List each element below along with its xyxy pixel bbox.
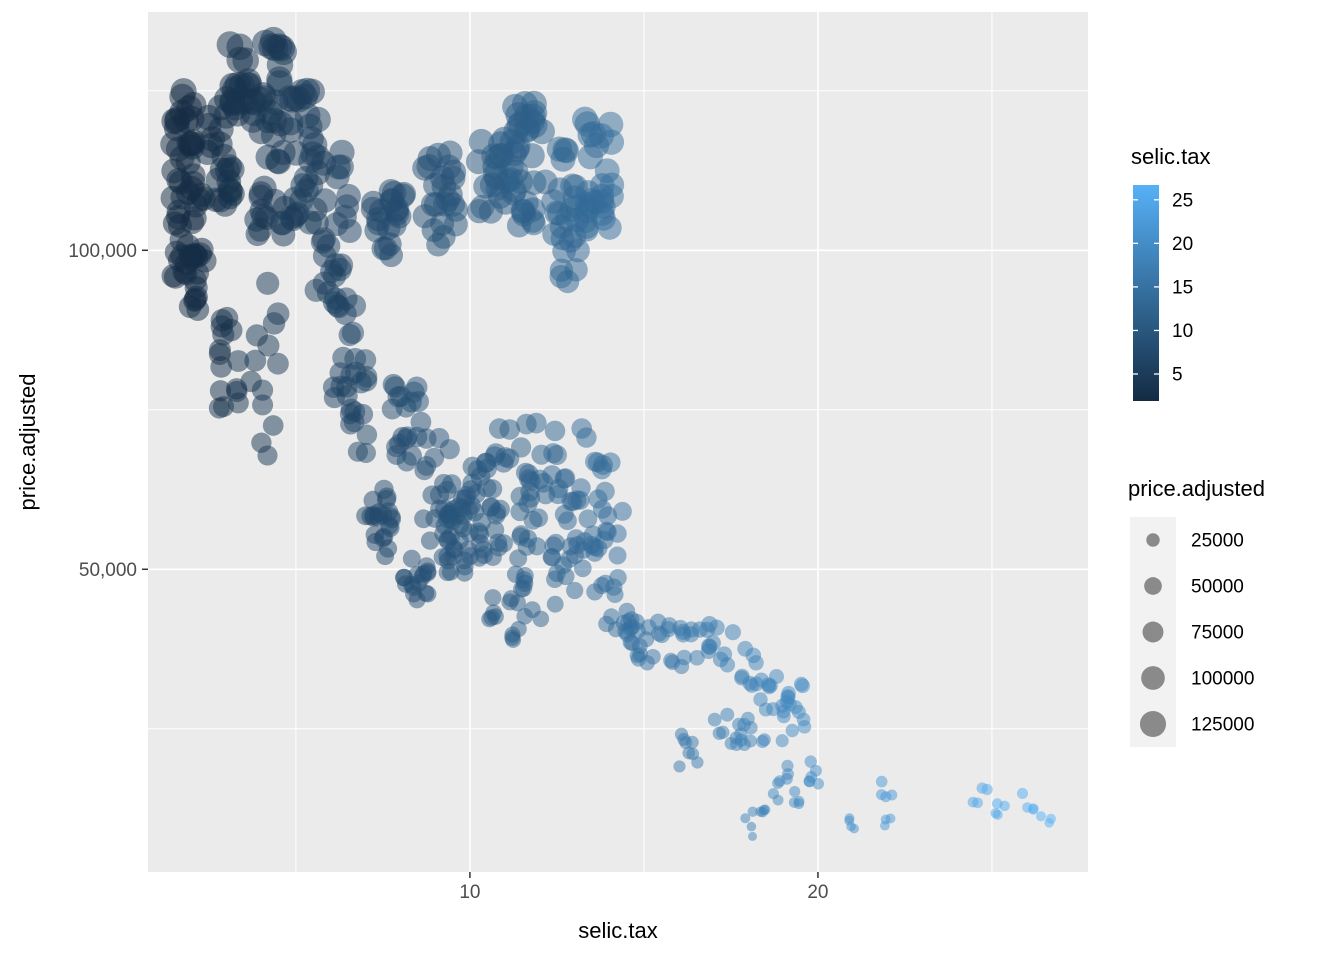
size-legend-title: price.adjusted xyxy=(1128,476,1265,501)
svg-text:25000: 25000 xyxy=(1191,531,1244,552)
y-axis-title: price.adjusted xyxy=(15,373,40,511)
svg-text:25: 25 xyxy=(1172,190,1193,211)
svg-text:20: 20 xyxy=(1172,234,1193,255)
svg-text:100,000: 100,000 xyxy=(68,241,137,262)
svg-text:20: 20 xyxy=(807,882,828,903)
svg-text:125000: 125000 xyxy=(1191,715,1254,736)
color-legend: 25 20 15 10 5 xyxy=(1133,185,1193,401)
axis-ticks-and-labels: 10 20 50,000 100,000 xyxy=(68,241,828,903)
size-legend: 25000 50000 75000 100000 125000 xyxy=(1130,517,1254,747)
svg-text:100000: 100000 xyxy=(1191,669,1254,690)
svg-text:75000: 75000 xyxy=(1191,623,1244,644)
svg-text:15: 15 xyxy=(1172,277,1193,298)
color-legend-title: selic.tax xyxy=(1131,144,1211,169)
svg-text:10: 10 xyxy=(1172,321,1193,342)
svg-text:5: 5 xyxy=(1172,365,1183,386)
svg-text:50,000: 50,000 xyxy=(79,560,137,581)
svg-text:50000: 50000 xyxy=(1191,577,1244,598)
x-axis-title: selic.tax xyxy=(578,918,658,943)
svg-text:10: 10 xyxy=(459,882,480,903)
points-layer xyxy=(160,26,1056,841)
